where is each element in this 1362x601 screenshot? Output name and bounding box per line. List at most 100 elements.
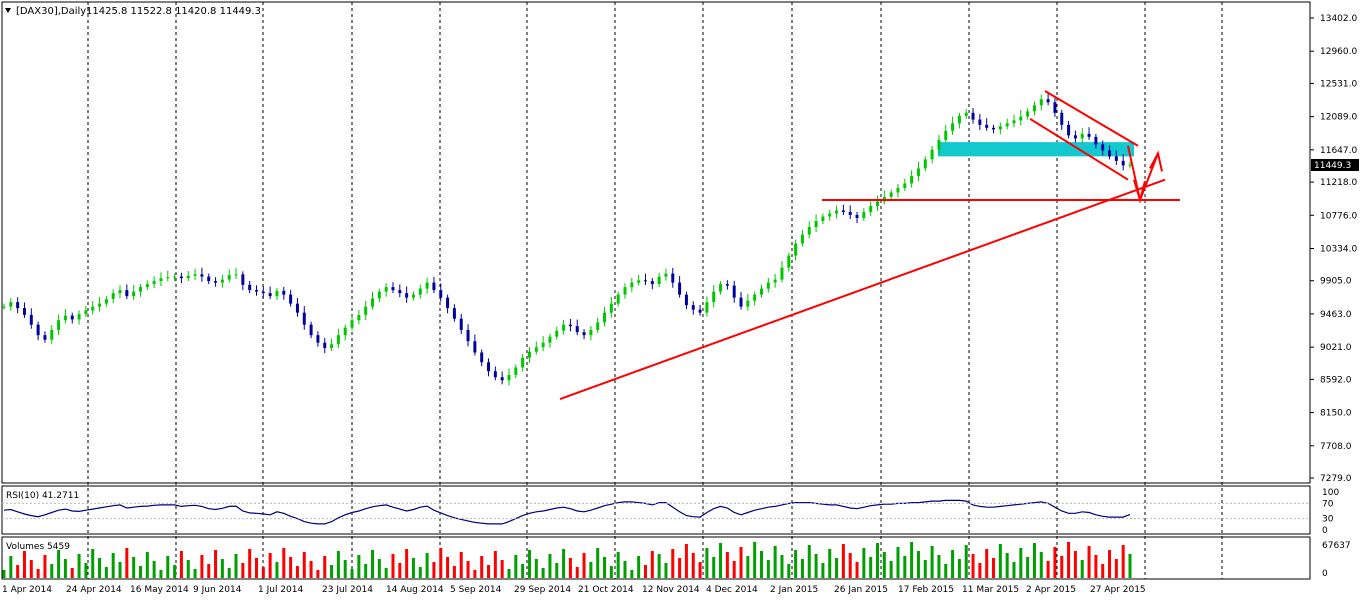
volume-bar <box>759 551 763 578</box>
candle-body <box>179 276 183 279</box>
volume-tick-label: 0 <box>1322 569 1328 579</box>
volume-bar <box>254 558 258 578</box>
candle-body <box>473 341 477 353</box>
volume-bar <box>384 568 388 578</box>
candle-body <box>603 312 607 323</box>
volume-bar <box>125 548 129 578</box>
x-tick-label: 5 Sep 2014 <box>450 585 502 595</box>
volume-bar <box>480 556 484 578</box>
candle-body <box>664 273 668 277</box>
volume-bar <box>220 559 224 578</box>
volume-bar <box>364 564 368 578</box>
volume-bar <box>705 548 709 578</box>
candle-body <box>261 291 265 294</box>
candle-body <box>234 274 238 276</box>
candle-body <box>77 314 81 320</box>
volume-bar <box>787 564 791 578</box>
volume-bar <box>630 570 634 578</box>
candle-body <box>780 267 784 280</box>
support-trendline <box>559 178 1166 400</box>
y-tick-label: 12531.0 <box>1320 79 1357 89</box>
candle-body <box>336 335 340 345</box>
volume-bar <box>330 565 334 578</box>
channel-lower-line <box>1029 117 1129 181</box>
volume-bar <box>814 554 818 578</box>
candle-body <box>425 282 429 289</box>
volume-bar <box>227 568 231 578</box>
candle-body <box>712 291 716 303</box>
volume-bar <box>841 544 845 578</box>
candle-body <box>371 298 375 307</box>
volume-bar <box>582 553 586 578</box>
channel-upper-line <box>1044 90 1139 147</box>
volume-bar <box>637 556 641 578</box>
volume-bar <box>623 561 627 578</box>
resistance-zone <box>938 142 1134 157</box>
y-tick-label: 8150.0 <box>1320 409 1352 419</box>
volume-bar <box>98 558 102 578</box>
candle-body <box>582 332 586 336</box>
candle-body <box>309 324 313 336</box>
candle-body <box>248 284 252 291</box>
candle-body <box>91 306 95 311</box>
volume-bar <box>589 562 593 578</box>
candle-body <box>1128 164 1132 166</box>
volume-bar <box>1039 552 1043 578</box>
candle-body <box>446 297 450 309</box>
volume-bar <box>985 549 989 578</box>
volume-bar <box>534 559 538 578</box>
volume-bar <box>691 553 695 578</box>
candle-body <box>541 342 545 348</box>
volume-bar <box>671 549 675 578</box>
x-tick-label: 21 Oct 2014 <box>578 585 634 595</box>
candle-body <box>466 329 470 342</box>
volume-bar <box>1128 554 1132 578</box>
volume-bar <box>555 563 559 578</box>
y-tick-label: 11647.0 <box>1320 146 1357 156</box>
volume-bar <box>937 555 941 578</box>
current-price-label: 11449.3 <box>1314 161 1351 171</box>
volume-bar <box>828 549 832 578</box>
candle-body <box>227 275 231 280</box>
volume-bar <box>159 570 163 578</box>
volume-bar <box>316 570 320 578</box>
volume-bar <box>527 550 531 578</box>
candle-body <box>527 351 531 358</box>
candle-body <box>350 320 354 328</box>
volume-bar <box>964 545 968 578</box>
candle-body <box>289 294 293 304</box>
volume-bar <box>179 551 183 578</box>
candle-body <box>855 214 859 218</box>
volume-bar <box>1121 545 1125 578</box>
volume-bar <box>835 558 839 578</box>
volume-bar <box>712 557 716 578</box>
volume-bar <box>780 555 784 578</box>
candle-body <box>70 315 74 320</box>
candle-body <box>616 294 620 304</box>
candle-body <box>944 130 948 140</box>
volume-bar <box>971 554 975 578</box>
candle-body <box>1108 150 1112 157</box>
volume-bar <box>1080 560 1084 578</box>
candle-body <box>1087 133 1091 137</box>
candle-body <box>896 187 900 193</box>
volume-bar <box>1053 547 1057 578</box>
candle-body <box>766 282 770 289</box>
volume-bar <box>1060 556 1064 578</box>
candle-body <box>623 287 627 295</box>
volume-bar <box>951 550 955 578</box>
candle-body <box>125 290 129 297</box>
candle-body <box>548 336 552 343</box>
triangle-down-icon[interactable] <box>5 8 11 13</box>
volume-bar <box>568 558 572 578</box>
volume-bar <box>289 557 293 578</box>
candle-body <box>1121 160 1125 166</box>
x-tick-label: 24 Apr 2014 <box>66 585 122 595</box>
candle-body <box>104 299 108 304</box>
x-tick-label: 1 Jul 2014 <box>258 585 303 595</box>
candle-body <box>916 168 920 176</box>
volume-bar <box>821 563 825 578</box>
volume-panel <box>1 536 1311 580</box>
